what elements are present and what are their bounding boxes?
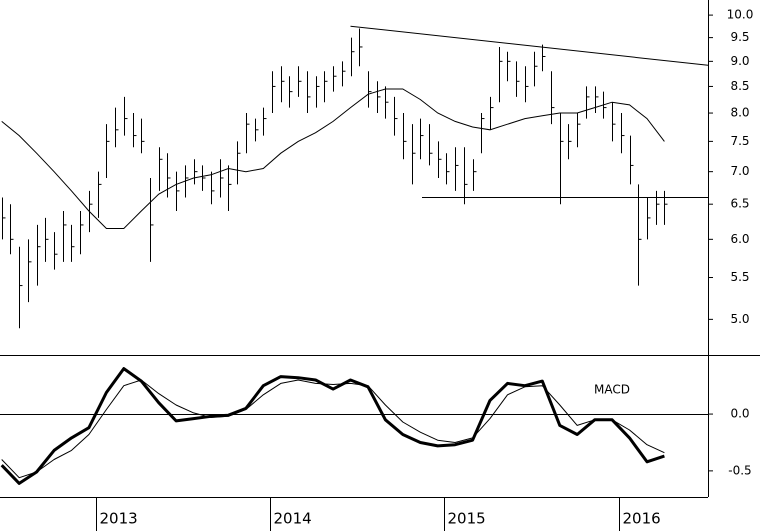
y-tick-label: 7.5: [730, 134, 749, 148]
moving-average: [1, 88, 665, 229]
y-tick-label: 8.0: [730, 106, 749, 120]
y-tick-label: 7.0: [730, 164, 749, 178]
macd-line: [1, 379, 665, 479]
x-tick-label: 2013: [100, 510, 138, 528]
macd-line: [0, 367, 665, 485]
y-tick-label: 10.0: [727, 8, 754, 22]
y-tick-label: 8.5: [730, 79, 749, 93]
y-tick-label: 9.0: [730, 54, 749, 68]
y-tick-label: -0.5: [728, 463, 751, 477]
macd-label: MACD: [594, 383, 630, 397]
y-tick-label: 5.0: [730, 312, 749, 326]
y-tick-label: 5.5: [730, 270, 749, 284]
y-tick-label: 0.0: [730, 407, 749, 421]
x-tick-label: 2014: [274, 510, 312, 528]
y-tick-label: 6.0: [730, 232, 749, 246]
y-tick-label: 9.5: [730, 30, 749, 44]
trendline: [350, 25, 709, 66]
y-tick-label: 6.5: [730, 197, 749, 211]
x-tick-label: 2015: [448, 510, 486, 528]
x-tick-label: 2016: [623, 510, 661, 528]
